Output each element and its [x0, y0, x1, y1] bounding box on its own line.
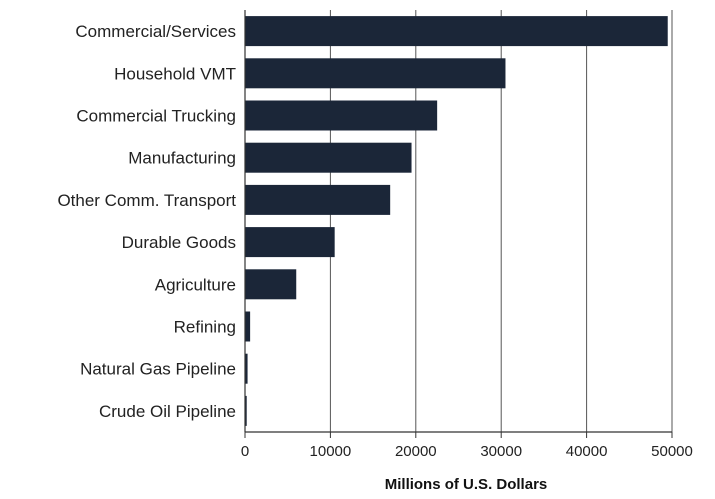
category-label: Crude Oil Pipeline [99, 402, 236, 421]
x-tick-label: 30000 [480, 443, 522, 460]
category-label: Natural Gas Pipeline [80, 360, 236, 379]
tick-labels: 0 10000 20000 30000 40000 50000 [241, 443, 693, 460]
category-labels: Commercial/Services Household VMT Commerci… [57, 22, 236, 421]
x-tick-label: 40000 [566, 443, 608, 460]
bar-crude-oil-pipeline [245, 395, 247, 426]
category-label: Durable Goods [122, 233, 236, 252]
bar-household-vmt [245, 58, 506, 89]
bar-commercial-services [245, 16, 668, 47]
bar-other-comm-transport [245, 184, 391, 215]
bar-durable-goods [245, 227, 335, 258]
category-label: Commercial Trucking [76, 107, 236, 126]
category-label: Other Comm. Transport [57, 191, 236, 210]
category-label: Commercial/Services [75, 22, 236, 41]
bars [245, 16, 668, 426]
category-label: Refining [174, 318, 236, 337]
x-tick-label: 0 [241, 443, 249, 460]
category-label: Manufacturing [128, 149, 236, 168]
category-label: Household VMT [114, 64, 236, 83]
x-tick-label: 50000 [651, 443, 693, 460]
bar-commercial-trucking [245, 100, 438, 131]
x-axis-title: Millions of U.S. Dollars [385, 476, 548, 493]
bar-manufacturing [245, 142, 412, 173]
bar-refining [245, 311, 251, 342]
category-label: Agriculture [155, 275, 236, 294]
x-tick-label: 20000 [395, 443, 437, 460]
x-tick-label: 10000 [310, 443, 352, 460]
bar-natural-gas-pipeline [245, 353, 248, 384]
axes [244, 10, 673, 438]
bar-agriculture [245, 269, 297, 300]
